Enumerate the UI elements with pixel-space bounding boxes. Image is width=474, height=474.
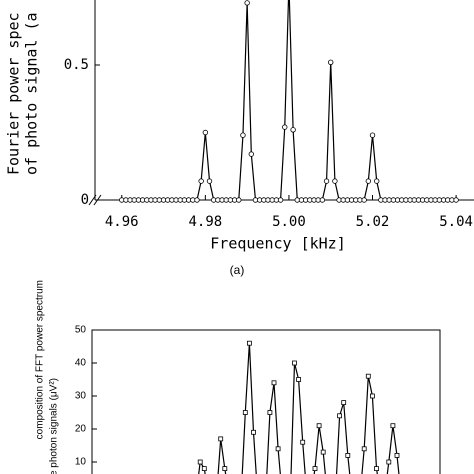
x-tick-label: 5.04 <box>439 214 473 230</box>
x-axis-label: Frequency [kHz] <box>210 235 345 253</box>
data-point <box>296 377 302 382</box>
data-point <box>394 452 400 458</box>
data-point <box>328 59 334 65</box>
data-point <box>271 380 277 386</box>
data-point <box>369 132 376 138</box>
data-line <box>121 0 457 201</box>
data-point <box>319 197 326 203</box>
data-point <box>390 423 396 429</box>
x-tick-label: 4.98 <box>188 214 222 230</box>
y-tick-label: 20 <box>75 424 87 435</box>
data-point <box>236 197 242 203</box>
data-point <box>337 413 343 419</box>
data-point <box>365 178 372 184</box>
data-point <box>206 178 213 184</box>
data-point <box>251 429 256 435</box>
data-point <box>361 446 367 452</box>
y-axis-label: composition of FFT power spectrum <box>35 280 46 439</box>
y-tick-label: 0.5 <box>64 57 89 73</box>
data-line <box>198 343 400 474</box>
y-axis-label: Fourier power spec <box>5 12 23 175</box>
data-point <box>386 459 392 465</box>
y-tick-label: 40 <box>75 358 87 369</box>
data-point <box>374 466 379 472</box>
data-point <box>453 197 459 203</box>
data-point <box>290 127 296 133</box>
data-point <box>361 197 367 203</box>
data-point <box>373 178 380 184</box>
data-point <box>320 449 326 455</box>
data-point <box>202 129 209 136</box>
y-axis-label: the photon signals (μV²) <box>49 378 60 474</box>
data-point <box>267 410 273 415</box>
caption: (a) <box>230 263 245 277</box>
x-tick-label: 5.02 <box>356 214 390 230</box>
y-tick-label: 0 <box>81 192 89 208</box>
data-point <box>345 452 351 458</box>
x-tick-label: 4.96 <box>105 214 139 230</box>
y-tick-label: 30 <box>75 391 87 402</box>
data-point <box>316 423 322 429</box>
y-axis-label: of photo signal (a <box>23 12 41 175</box>
data-point <box>300 439 306 445</box>
data-point <box>365 373 371 379</box>
data-point <box>332 178 338 184</box>
data-point <box>323 178 330 184</box>
data-point <box>246 340 252 346</box>
data-point <box>282 124 288 130</box>
data-point <box>275 446 281 452</box>
data-point <box>240 132 246 138</box>
data-point <box>244 0 250 6</box>
y-tick-label: 50 <box>75 325 87 336</box>
data-point <box>201 466 207 472</box>
data-point <box>218 436 224 442</box>
data-point <box>292 360 297 366</box>
data-point <box>341 400 347 406</box>
data-point <box>369 393 375 399</box>
data-point <box>277 197 284 203</box>
x-tick-label: 5.00 <box>272 214 306 230</box>
data-point <box>198 178 204 184</box>
data-point <box>197 459 203 465</box>
data-point <box>242 410 248 415</box>
data-point <box>248 151 255 157</box>
y-tick-label: 10 <box>75 457 87 468</box>
plot-frame <box>91 329 441 474</box>
data-point <box>222 466 228 472</box>
data-point <box>194 197 200 203</box>
data-point <box>312 466 318 472</box>
